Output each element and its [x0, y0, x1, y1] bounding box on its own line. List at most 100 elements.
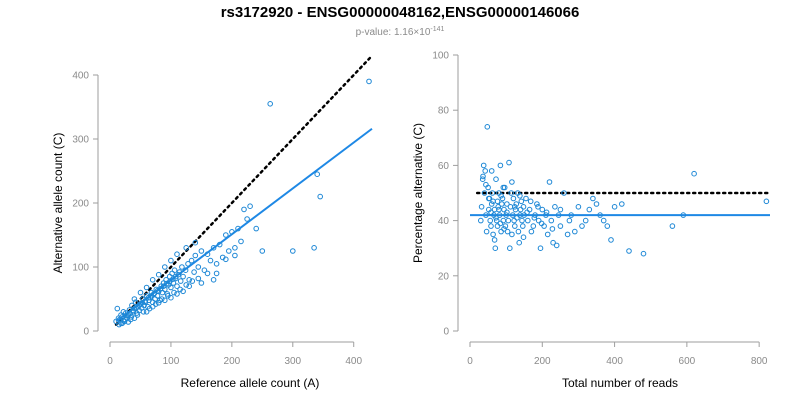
left-data-point [311, 245, 317, 251]
right-y-tick-label: 80 [438, 106, 450, 117]
left-data-point [143, 309, 150, 315]
right-data-point [478, 204, 485, 210]
right-data-point [504, 201, 510, 207]
right-data-point [517, 206, 524, 213]
right-data-point [479, 176, 486, 182]
right-data-point [494, 223, 501, 229]
right-data-point [502, 223, 509, 229]
right-data-point [532, 212, 538, 218]
right-scatter-panel: 0 200 400 600 800 0 20 40 60 80 100 Total number o… [411, 51, 772, 390]
right-y-tick-label: 60 [438, 161, 450, 172]
right-data-point [512, 204, 518, 210]
right-data-point [496, 206, 502, 213]
right-data-point [488, 209, 494, 216]
right-data-point [516, 239, 523, 246]
right-data-point [604, 223, 611, 229]
right-data-point [481, 190, 488, 196]
right-data-point [521, 212, 528, 218]
right-data-point [537, 245, 544, 251]
left-data-point [179, 264, 185, 270]
left-data-point [259, 248, 266, 254]
right-data-point [523, 195, 529, 202]
right-y-tick-label: 100 [432, 51, 449, 62]
right-data-point [561, 190, 567, 196]
left-data-point [180, 288, 186, 295]
right-data-point [626, 248, 632, 254]
left-y-tick-label: 100 [72, 263, 89, 274]
left-y-tick-label: 200 [72, 199, 89, 210]
left-data-point [174, 251, 180, 257]
left-data-point [168, 257, 174, 264]
left-x-axis-label: Reference allele count (A) [181, 376, 320, 390]
left-data-point [140, 309, 147, 315]
right-data-point [506, 159, 512, 166]
left-data-point [267, 101, 274, 107]
left-data-point [186, 283, 192, 290]
left-data-point [125, 319, 132, 325]
right-data-point [509, 231, 515, 238]
right-data-point [500, 184, 507, 191]
right-y-tick-label: 20 [438, 271, 450, 282]
left-x-tick-label: 300 [284, 356, 301, 367]
left-data-point [232, 245, 238, 251]
right-data-point [543, 209, 550, 216]
right-data-point [511, 217, 517, 224]
right-data-point [483, 181, 489, 188]
right-data-point [600, 217, 607, 224]
left-data-point [204, 270, 211, 277]
left-x-tick-label: 100 [163, 356, 180, 367]
left-points [113, 78, 372, 328]
right-points [478, 124, 770, 257]
left-data-point [127, 310, 133, 317]
right-data-point [546, 179, 553, 185]
right-data-point [499, 195, 506, 202]
right-data-point [499, 201, 505, 207]
right-data-point [509, 179, 515, 185]
right-axes: 0 200 400 600 800 0 20 40 60 80 100 [432, 51, 768, 368]
right-data-point [531, 215, 538, 221]
left-data-point [191, 269, 197, 275]
left-data-point [210, 277, 217, 283]
left-y-tick-label: 300 [72, 135, 89, 146]
right-data-point [538, 220, 545, 227]
right-data-point [608, 237, 614, 243]
left-data-point [171, 289, 177, 296]
left-data-point [213, 270, 220, 277]
right-y-axis-label: Percentage alternative (C) [411, 123, 425, 263]
left-data-point [247, 203, 253, 209]
right-y-tick-label: 0 [443, 327, 449, 338]
left-data-point [238, 238, 244, 245]
left-data-point [223, 232, 229, 238]
right-data-point [579, 223, 585, 229]
left-data-point [235, 225, 241, 232]
right-data-point [586, 206, 593, 213]
left-data-point [253, 225, 260, 232]
right-data-point [553, 242, 560, 249]
right-data-point [504, 228, 511, 235]
right-x-tick-label: 0 [467, 356, 473, 367]
right-data-point [590, 195, 596, 202]
right-data-point [515, 228, 522, 235]
right-data-point [544, 231, 551, 238]
right-data-point [487, 217, 494, 224]
left-y-tick-label: 0 [83, 327, 89, 338]
right-x-tick-label: 600 [679, 356, 696, 367]
right-data-point [520, 204, 527, 210]
right-data-point [564, 231, 571, 238]
left-data-point [143, 284, 150, 291]
right-data-point [497, 220, 504, 227]
right-data-point [530, 223, 537, 229]
right-data-point [497, 162, 504, 169]
right-data-point [518, 198, 525, 205]
left-data-point [185, 261, 191, 267]
right-data-point [490, 198, 496, 205]
right-data-point [486, 195, 492, 202]
right-data-point [496, 212, 503, 218]
right-data-point [488, 168, 495, 174]
right-data-point [763, 198, 770, 205]
right-data-point [493, 176, 499, 182]
right-data-point [509, 212, 516, 218]
right-data-point [593, 201, 600, 207]
left-data-point [131, 315, 138, 322]
